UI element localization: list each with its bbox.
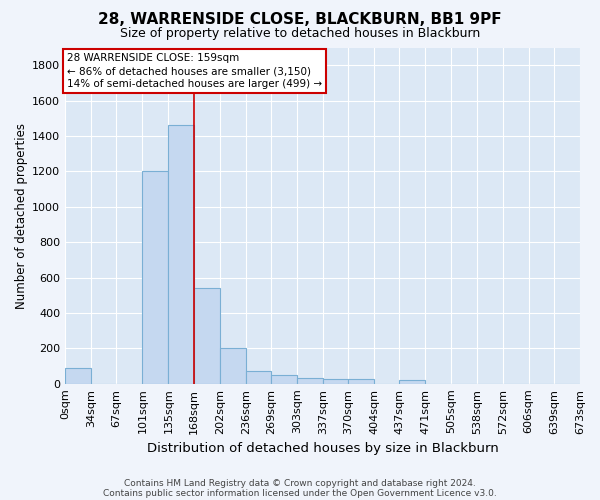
Bar <box>348 380 374 384</box>
Bar <box>142 172 169 384</box>
Text: Size of property relative to detached houses in Blackburn: Size of property relative to detached ho… <box>120 28 480 40</box>
Bar <box>169 126 194 384</box>
Bar <box>245 372 271 384</box>
Bar <box>323 380 348 384</box>
Bar <box>271 375 297 384</box>
Bar <box>220 348 245 384</box>
Bar <box>65 368 91 384</box>
Text: 28 WARRENSIDE CLOSE: 159sqm
← 86% of detached houses are smaller (3,150)
14% of : 28 WARRENSIDE CLOSE: 159sqm ← 86% of det… <box>67 53 322 89</box>
Bar <box>297 378 323 384</box>
Bar <box>194 288 220 384</box>
X-axis label: Distribution of detached houses by size in Blackburn: Distribution of detached houses by size … <box>147 442 499 455</box>
Bar <box>400 380 425 384</box>
Text: 28, WARRENSIDE CLOSE, BLACKBURN, BB1 9PF: 28, WARRENSIDE CLOSE, BLACKBURN, BB1 9PF <box>98 12 502 28</box>
Text: Contains HM Land Registry data © Crown copyright and database right 2024.: Contains HM Land Registry data © Crown c… <box>124 478 476 488</box>
Y-axis label: Number of detached properties: Number of detached properties <box>15 122 28 308</box>
Text: Contains public sector information licensed under the Open Government Licence v3: Contains public sector information licen… <box>103 488 497 498</box>
